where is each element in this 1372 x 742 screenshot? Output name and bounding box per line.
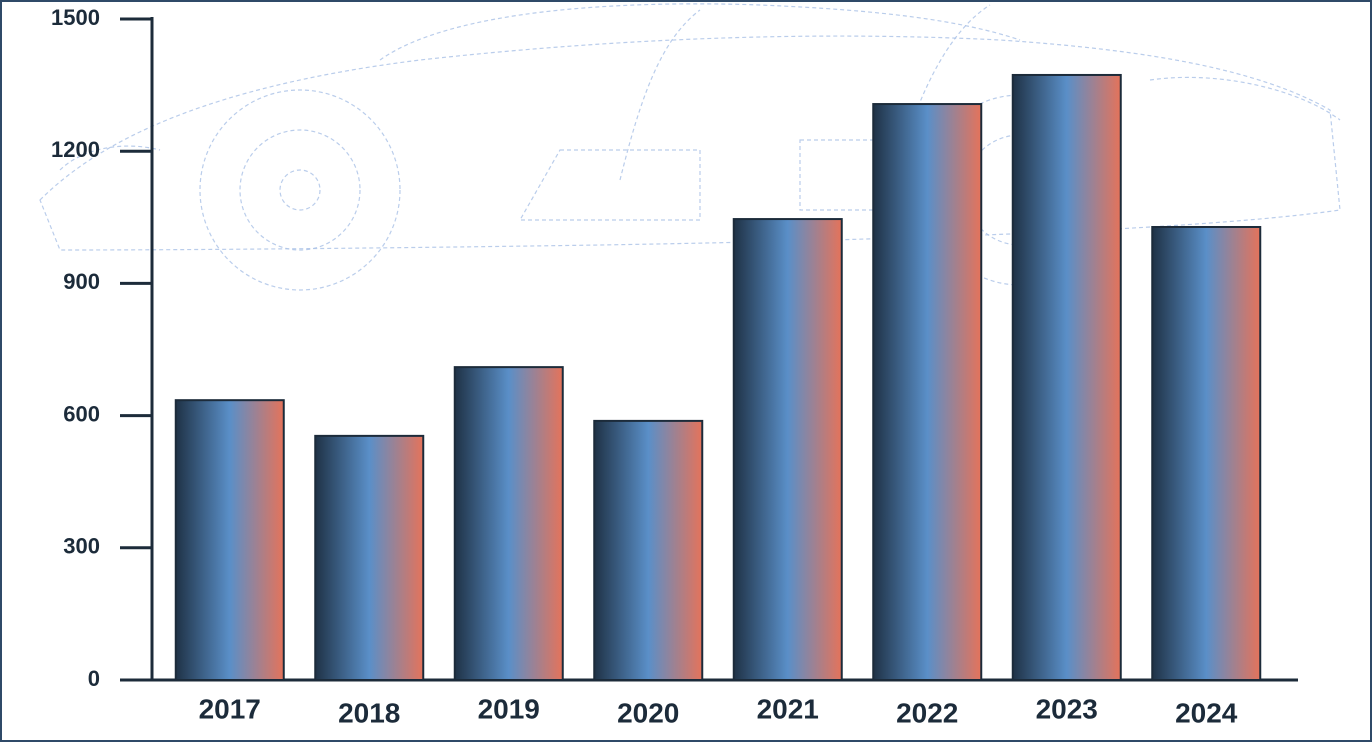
- y-tick-label: 900: [63, 269, 100, 294]
- x-tick-label: 2020: [617, 697, 679, 728]
- x-tick-label: 2024: [1175, 697, 1238, 728]
- bar: [453, 366, 564, 681]
- x-tick-label: 2019: [478, 693, 540, 724]
- y-tick-label: 1500: [51, 5, 100, 30]
- car-sketch: [39, 3, 1341, 291]
- bar: [174, 399, 285, 681]
- y-tick-label: 1200: [51, 137, 100, 162]
- x-tick-label: 2018: [338, 697, 400, 728]
- x-tick-label: 2017: [199, 693, 261, 724]
- bar: [314, 434, 425, 681]
- bar: [1011, 73, 1122, 682]
- y-tick-label: 300: [63, 534, 100, 559]
- x-tick-label: 2021: [757, 693, 819, 724]
- bar: [1151, 225, 1262, 681]
- x-tick-label: 2023: [1036, 693, 1098, 724]
- x-tick-label: 2022: [896, 697, 958, 728]
- bar: [872, 103, 983, 682]
- y-tick-label: 0: [88, 666, 100, 691]
- y-tick-label: 600: [63, 401, 100, 426]
- bar: [593, 419, 704, 681]
- bar: [732, 218, 843, 682]
